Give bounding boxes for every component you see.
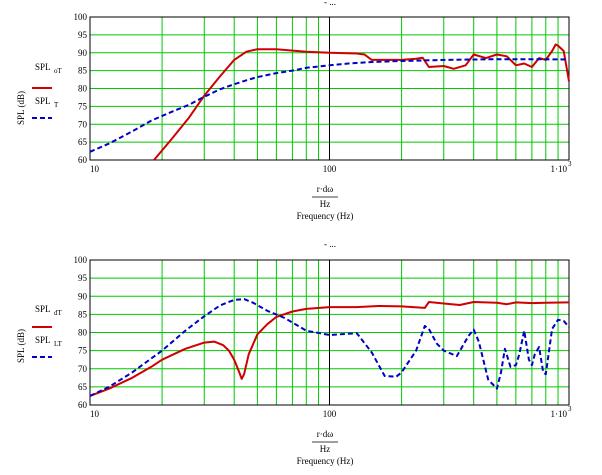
y-tick-label: 90 xyxy=(78,48,88,58)
y-tick-label: 100 xyxy=(74,12,88,22)
y-tick-label: 75 xyxy=(78,346,88,356)
chart-1-y-ticks: 60 65 70 75 80 85 90 95 100 xyxy=(74,12,88,165)
chart-2-series xyxy=(89,298,570,397)
chart-2-legend-2-label: SPL xyxy=(35,335,51,345)
x-tick-label: 100 xyxy=(323,409,337,419)
x-tick-label: 100 xyxy=(323,164,337,174)
chart-1-series xyxy=(89,43,570,161)
y-tick-label: 90 xyxy=(78,291,88,301)
chart-2-grid xyxy=(90,260,569,405)
y-tick-label: 85 xyxy=(78,66,88,76)
y-tick-label: 75 xyxy=(78,101,88,111)
chart-2-y-axis-label: SPL (dB) xyxy=(16,329,26,363)
chart-2-x-label-top: r·dω xyxy=(317,429,333,439)
chart-1-legend-1-label: SPL xyxy=(35,62,51,72)
series-line-2 xyxy=(89,298,570,397)
chart-1: - ... 60 65 70 75 80 85 90 95 100 10 100 1·10 3 SPL… xyxy=(16,0,572,221)
chart-2-x-label-frac: Hz xyxy=(320,444,331,454)
y-tick-label: 95 xyxy=(78,30,88,40)
y-tick-label: 65 xyxy=(78,382,88,392)
chart-2-legend-1-label: SPL xyxy=(35,304,51,314)
x-tick-label: 1·10 xyxy=(551,164,568,174)
chart-1-plot-frame xyxy=(89,16,570,161)
chart-1-legend: SPL oT SPL T xyxy=(32,62,63,119)
chart-2-legend: SPL dT SPL LT xyxy=(32,304,63,358)
chart-2-x-label-main: Frequency (Hz) xyxy=(297,456,354,466)
chart-2: - ... 60 65 70 75 80 85 90 95 100 10 100 1·10 3 SPL… xyxy=(16,239,572,466)
x-tick-label: 10 xyxy=(90,164,100,174)
chart-2-legend-1-sub: dT xyxy=(54,309,63,317)
x-tick-label: 10 xyxy=(90,409,100,419)
y-tick-label: 80 xyxy=(78,84,88,94)
chart-1-x-label-top: r·dω xyxy=(317,184,333,194)
chart-2-top-note: - ... xyxy=(324,239,336,249)
y-tick-label: 85 xyxy=(78,309,88,319)
chart-1-y-axis-label: SPL (dB) xyxy=(16,91,26,125)
chart-2-legend-2-sub: LT xyxy=(54,340,63,348)
chart-1-grid xyxy=(90,17,569,160)
chart-1-x-label-frac: Hz xyxy=(320,199,331,209)
chart-1-top-note: - ... xyxy=(324,0,336,7)
chart-1-legend-2-label: SPL xyxy=(35,96,51,106)
chart-2-y-ticks: 60 65 70 75 80 85 90 95 100 xyxy=(74,255,88,410)
x-tick-label: 1·10 xyxy=(551,409,568,419)
y-tick-label: 70 xyxy=(78,364,88,374)
chart-1-legend-1-sub: oT xyxy=(54,67,63,75)
chart-1-legend-2-sub: T xyxy=(54,101,59,109)
y-tick-label: 100 xyxy=(74,255,88,265)
series-line-1 xyxy=(89,301,570,397)
chart-1-x-ticks: 10 100 1·10 3 xyxy=(90,160,572,174)
y-tick-label: 95 xyxy=(78,273,88,283)
y-tick-label: 70 xyxy=(78,119,88,129)
chart-1-x-label-main: Frequency (Hz) xyxy=(297,211,354,221)
y-tick-label: 60 xyxy=(78,155,88,165)
y-tick-label: 65 xyxy=(78,137,88,147)
y-tick-label: 80 xyxy=(78,328,88,338)
x-tick-exponent: 3 xyxy=(568,160,572,168)
series-line-2 xyxy=(89,58,570,153)
chart-2-plot-frame xyxy=(89,259,570,406)
x-tick-exponent: 3 xyxy=(568,405,572,413)
y-tick-label: 60 xyxy=(78,400,88,410)
chart-2-x-ticks: 10 100 1·10 3 xyxy=(90,405,572,419)
